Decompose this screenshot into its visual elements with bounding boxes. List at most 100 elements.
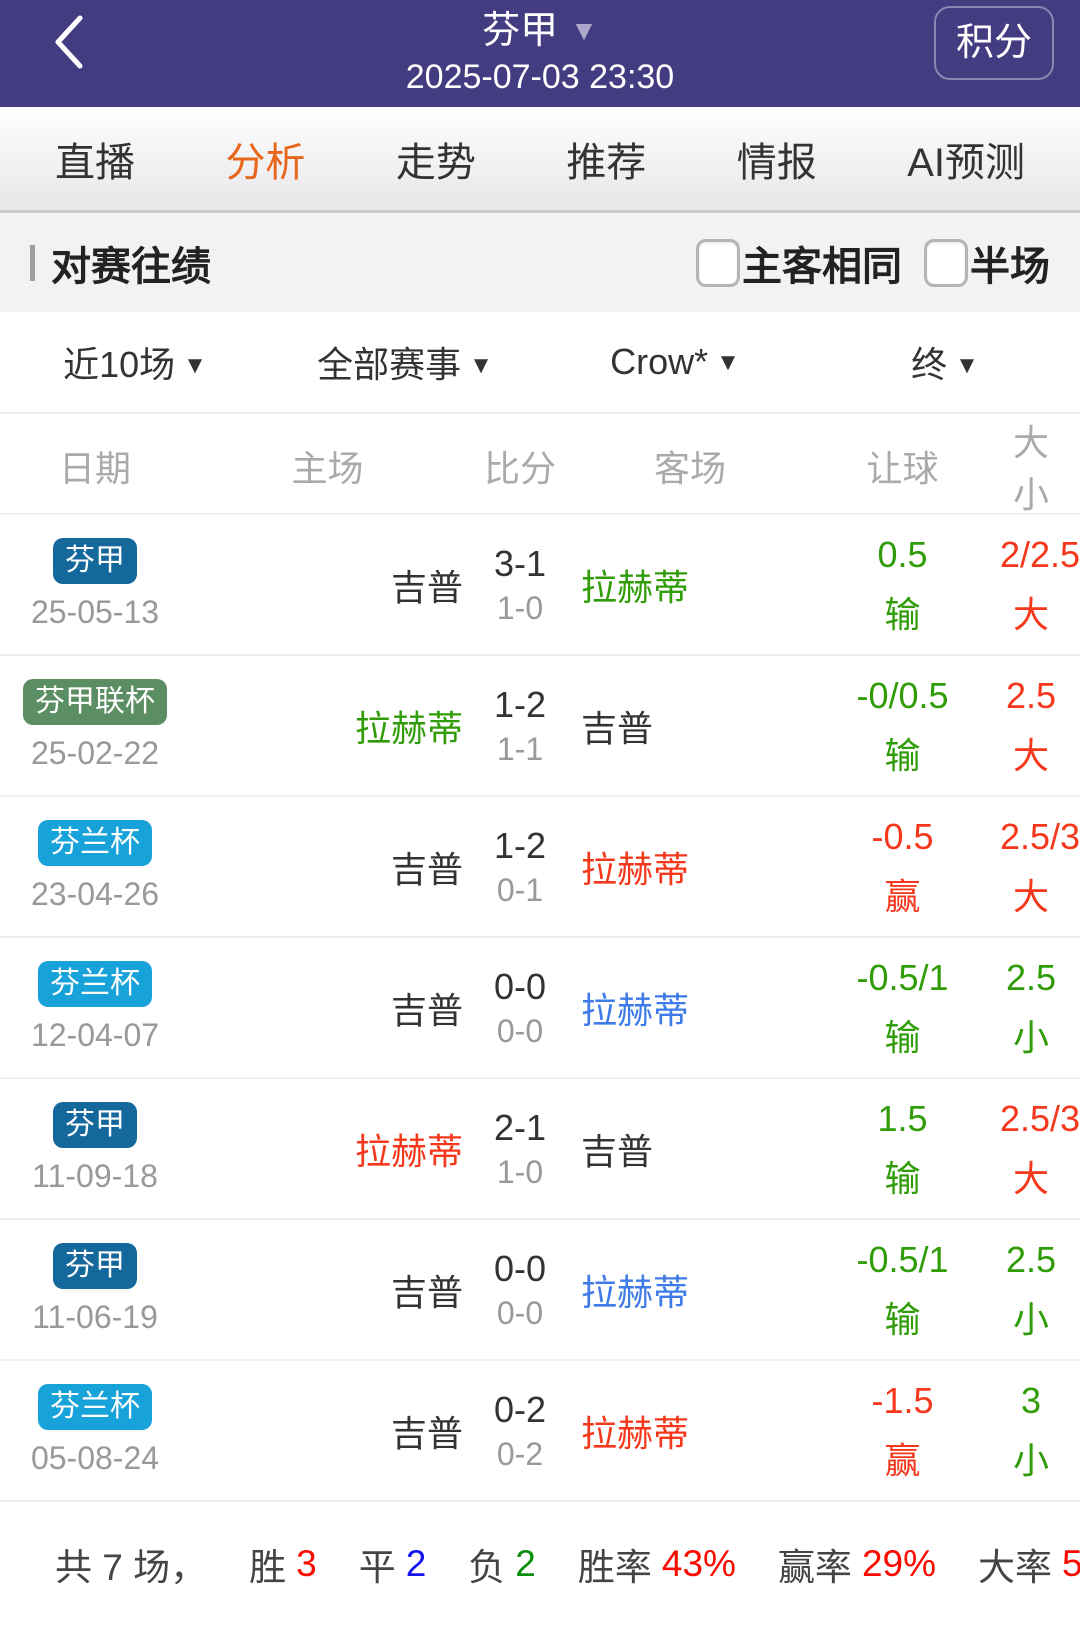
handicap-line: -0.5/1	[856, 956, 949, 998]
league-badge: 芬兰杯	[38, 1384, 152, 1430]
summary-stat-label: 赢率	[777, 1547, 852, 1588]
over-under-result: 小	[1012, 1298, 1049, 1340]
summary-stat-value: 29%	[861, 1543, 936, 1584]
date-cell: 芬兰杯 05-08-24	[0, 1384, 190, 1477]
summary-stat-value: 43%	[661, 1543, 736, 1584]
tab-recommend[interactable]: 推荐	[566, 140, 647, 185]
full-time-score: 0-2	[493, 1388, 547, 1430]
summary-stat: 赢率 29%	[778, 1537, 936, 1591]
score-cell: 1-2 1-1	[465, 683, 575, 769]
summary-stat-label: 负	[468, 1547, 506, 1588]
date-cell: 芬甲 25-05-13	[0, 538, 190, 631]
chevron-down-icon: ▼	[955, 352, 979, 379]
half-time-score: 1-1	[496, 730, 544, 767]
table-row[interactable]: 芬兰杯 12-04-07 吉普 0-0 0-0 拉赫蒂 -0.5/1 输 2.5…	[0, 938, 1080, 1079]
handicap-result: 赢	[884, 1439, 921, 1481]
over-under-line: 2.5	[1005, 1238, 1057, 1280]
full-time-score: 3-1	[493, 542, 547, 584]
date-cell: 芬甲 11-09-18	[0, 1102, 190, 1195]
match-date: 25-05-13	[30, 594, 160, 630]
over-under-result: 大	[1012, 875, 1049, 917]
handicap-result: 赢	[884, 875, 921, 917]
match-date: 11-06-19	[32, 1299, 158, 1335]
tab-intel[interactable]: 情报	[736, 140, 817, 185]
over-under-cell: 2.5/3 大	[1000, 815, 1080, 919]
back-button[interactable]	[48, 12, 92, 72]
score-cell: 3-1 1-0	[465, 542, 575, 628]
score-cell: 2-1 1-0	[465, 1106, 575, 1192]
handicap-cell: -0.5 赢	[805, 815, 1000, 919]
home-team: 拉赫蒂	[354, 707, 463, 749]
section-title: 对赛往绩	[51, 244, 211, 289]
over-under-line: 2.5/3	[1000, 815, 1080, 857]
handicap-cell: 0.5 输	[805, 533, 1000, 637]
filter-final[interactable]: 终 ▼	[810, 336, 1080, 388]
same-home-away-label: 主客相同	[742, 244, 902, 289]
filter-recent-matches[interactable]: 近10场 ▼	[0, 336, 270, 388]
filter-bar: 近10场 ▼ 全部赛事 ▼ Crow* ▼ 终 ▼	[0, 312, 1080, 414]
section-rule	[30, 244, 35, 281]
same-home-away-check-group: 主客相同	[696, 234, 902, 292]
away-team: 拉赫蒂	[581, 989, 690, 1031]
tab-live[interactable]: 直播	[55, 140, 135, 185]
full-time-score: 2-1	[493, 1106, 547, 1148]
full-time-score: 1-2	[493, 683, 547, 725]
handicap-result: 输	[884, 734, 921, 776]
tab-trend[interactable]: 走势	[395, 140, 476, 185]
away-team: 拉赫蒂	[581, 1412, 690, 1454]
table-row[interactable]: 芬甲 11-09-18 拉赫蒂 2-1 1-0 吉普 1.5 输 2.5/3 大	[0, 1079, 1080, 1220]
score-cell: 1-2 0-1	[465, 824, 575, 910]
filter-bookmaker[interactable]: Crow* ▼	[540, 341, 810, 383]
match-date: 23-04-26	[30, 876, 160, 912]
filter-all-competitions[interactable]: 全部赛事 ▼	[270, 336, 540, 388]
date-cell: 芬甲 11-06-19	[0, 1243, 190, 1336]
half-time-score: 0-1	[496, 871, 544, 908]
over-under-line: 2.5/3	[1000, 1097, 1080, 1139]
home-team: 吉普	[390, 1271, 463, 1313]
handicap-line: 0.5	[877, 533, 928, 575]
score-cell: 0-0 0-0	[465, 965, 575, 1051]
summary-stat-label: 大率	[978, 1547, 1052, 1588]
chevron-down-icon: ▼	[570, 15, 598, 46]
table-row[interactable]: 芬兰杯 05-08-24 吉普 0-2 0-2 拉赫蒂 -1.5 赢 3 小	[0, 1361, 1080, 1502]
chevron-down-icon: ▼	[716, 349, 740, 376]
handicap-line: -1.5	[871, 1379, 934, 1421]
app-header: 芬甲 ▼ 2025-07-03 23:30 积分	[0, 0, 1080, 107]
chevron-down-icon: ▼	[469, 352, 493, 379]
over-under-line: 3	[1020, 1379, 1042, 1421]
summary-stat-value: 57%	[1062, 1543, 1080, 1584]
over-under-result: 大	[1012, 1157, 1049, 1199]
tab-analysis[interactable]: 分析	[225, 140, 306, 185]
over-under-cell: 2.5 小	[1000, 1238, 1080, 1342]
away-team: 吉普	[581, 1130, 654, 1172]
summary-stat-label: 胜率	[577, 1547, 652, 1588]
table-row[interactable]: 芬甲联杯 25-02-22 拉赫蒂 1-2 1-1 吉普 -0/0.5 输 2.…	[0, 656, 1080, 797]
full-time-score: 0-0	[493, 965, 547, 1007]
league-badge: 芬甲	[53, 1243, 137, 1289]
points-button[interactable]: 积分	[933, 6, 1054, 80]
handicap-cell: 1.5 输	[805, 1097, 1000, 1201]
league-badge: 芬甲	[53, 1102, 137, 1148]
back-chevron-icon	[55, 15, 83, 69]
header-title-block: 芬甲 ▼ 2025-07-03 23:30	[0, 8, 1080, 98]
tab-ai-predict[interactable]: AI预测	[907, 140, 1025, 185]
col-header-over-under: 大小	[1012, 422, 1049, 515]
half-time-checkbox[interactable]	[924, 238, 968, 287]
summary-stat-value: 2	[515, 1543, 536, 1584]
league-title-dropdown[interactable]: 芬甲 ▼	[0, 8, 1080, 54]
over-under-result: 大	[1012, 734, 1049, 776]
col-header-away: 客场	[653, 448, 726, 489]
handicap-cell: -1.5 赢	[805, 1379, 1000, 1483]
half-time-score: 0-0	[496, 1294, 544, 1331]
col-header-handicap: 让球	[866, 448, 939, 489]
handicap-line: -0.5	[871, 815, 934, 857]
table-row[interactable]: 芬兰杯 23-04-26 吉普 1-2 0-1 拉赫蒂 -0.5 赢 2.5/3…	[0, 797, 1080, 938]
handicap-cell: -0.5/1 输	[805, 1238, 1000, 1342]
table-row[interactable]: 芬甲 25-05-13 吉普 3-1 1-0 拉赫蒂 0.5 输 2/2.5 大	[0, 515, 1080, 656]
table-row[interactable]: 芬甲 11-06-19 吉普 0-0 0-0 拉赫蒂 -0.5/1 输 2.5 …	[0, 1220, 1080, 1361]
over-under-line: 2.5	[1005, 674, 1057, 716]
same-home-away-checkbox[interactable]	[696, 238, 740, 287]
handicap-line: -0.5/1	[856, 1238, 949, 1280]
